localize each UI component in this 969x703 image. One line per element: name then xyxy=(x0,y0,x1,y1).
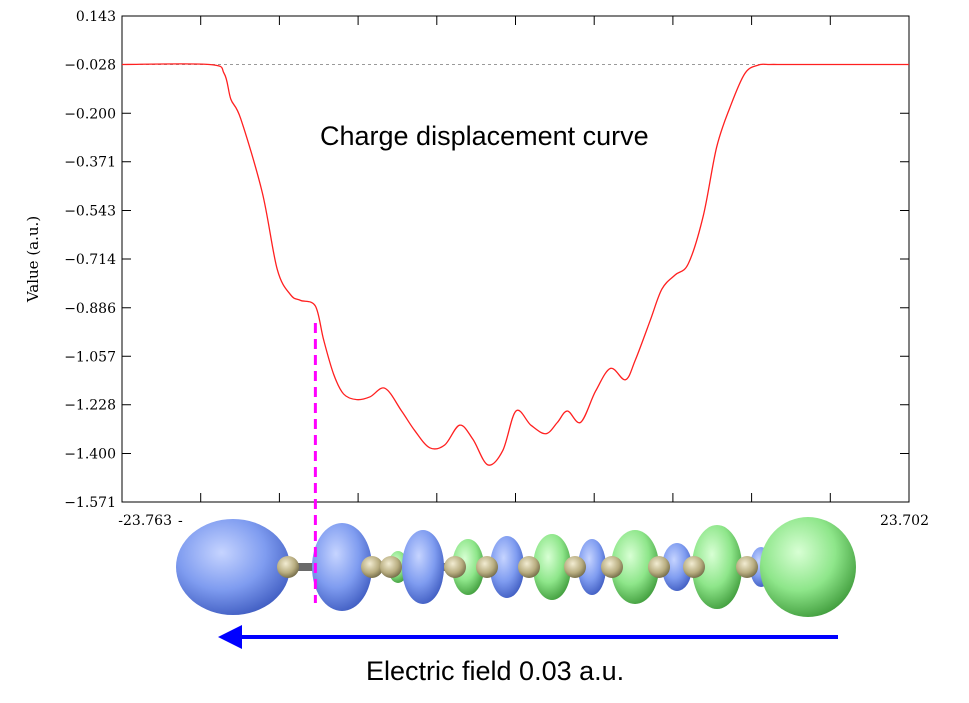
x-tick-label-min: -23.763 xyxy=(118,513,172,529)
y-tick-label: −1.057 xyxy=(64,349,116,365)
green-isosurface-lobe xyxy=(611,530,659,604)
y-tick-label: −0.200 xyxy=(64,106,116,122)
blue-isosurface-lobe xyxy=(176,519,290,615)
atom-sphere xyxy=(518,556,540,578)
atom-sphere xyxy=(380,556,402,578)
atom-sphere xyxy=(277,556,299,578)
y-tick-label: −0.543 xyxy=(64,204,116,220)
blue-isosurface-lobe xyxy=(402,530,444,604)
y-axis-ticks: 0.143 −0.028 −0.200 −0.371 −0.543 −0.714 −0.88… xyxy=(64,9,909,511)
electric-field-arrow xyxy=(218,625,838,649)
blue-isosurface-lobe xyxy=(490,536,524,598)
atom-sphere xyxy=(736,556,758,578)
chart-title: Charge displacement curve xyxy=(320,121,649,151)
y-tick-label: 0.143 xyxy=(76,9,116,25)
y-tick-label: −0.028 xyxy=(64,57,116,73)
x-tick-dash: - xyxy=(178,513,183,529)
atom-sphere xyxy=(564,556,586,578)
y-tick-label: −1.571 xyxy=(64,495,116,511)
y-tick-label: −0.371 xyxy=(64,155,116,171)
green-isosurface-lobe xyxy=(452,539,484,595)
y-axis-label: Value (a.u.) xyxy=(24,216,42,303)
y-tick-label: −1.400 xyxy=(64,447,116,463)
atom-sphere xyxy=(476,556,498,578)
x-tick-label-max: 23.702 xyxy=(880,513,929,529)
green-isosurface-lobe xyxy=(760,517,856,617)
atom-sphere xyxy=(683,556,705,578)
electric-field-label: Electric field 0.03 a.u. xyxy=(366,656,624,686)
y-tick-label: −1.228 xyxy=(64,398,116,414)
atom-sphere xyxy=(601,556,623,578)
blue-isosurface-lobe xyxy=(578,539,606,595)
y-tick-label: −0.714 xyxy=(64,252,116,268)
molecule-illustration xyxy=(176,517,856,617)
green-isosurface-lobe xyxy=(692,525,742,609)
charge-displacement-curve xyxy=(121,63,909,466)
blue-isosurface-lobe xyxy=(662,543,692,591)
blue-isosurface-lobe xyxy=(312,523,372,611)
atom-sphere xyxy=(444,556,466,578)
atom-sphere xyxy=(648,556,670,578)
y-tick-label: −0.886 xyxy=(64,301,116,317)
x-axis-ticks xyxy=(200,16,831,502)
atom-sphere xyxy=(361,556,383,578)
green-isosurface-lobe xyxy=(533,534,571,600)
plot-frame xyxy=(121,15,910,503)
